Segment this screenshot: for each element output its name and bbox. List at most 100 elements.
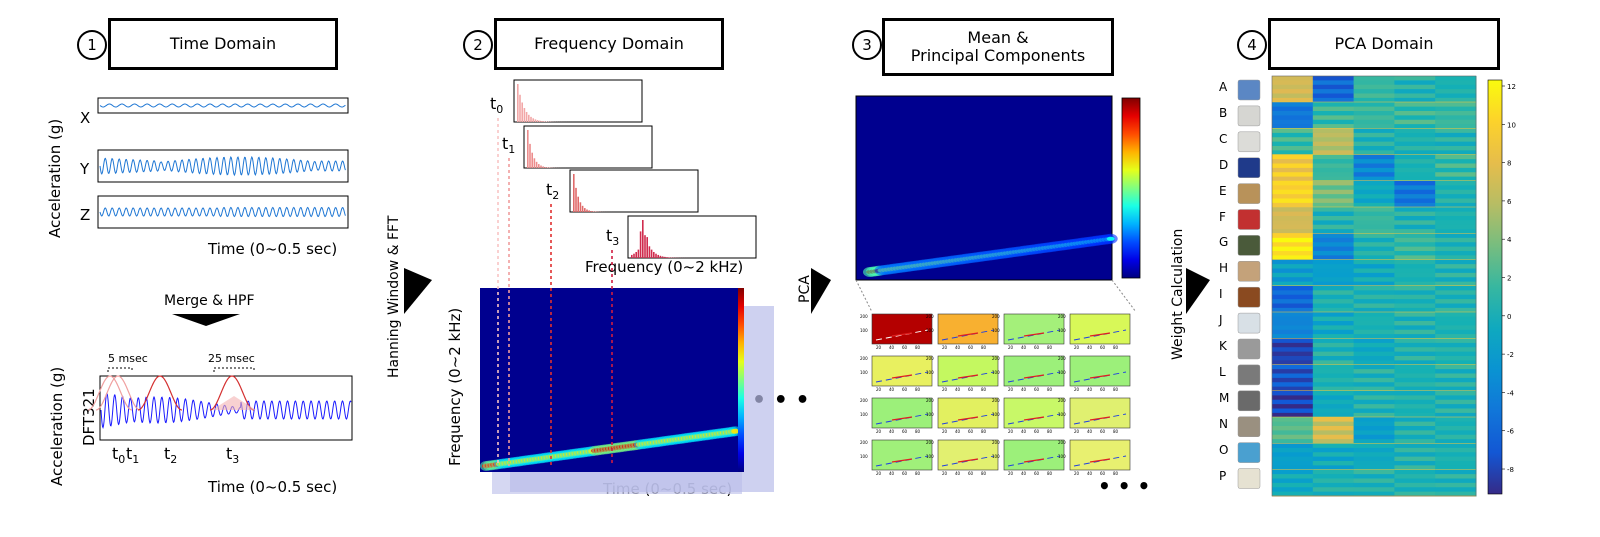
svg-text:20: 20 — [1074, 387, 1080, 392]
time-xlabel: Time (0~0.5 sec) — [208, 240, 338, 258]
svg-text:100: 100 — [860, 328, 868, 333]
fft-bars-1 — [527, 130, 602, 168]
fft-bars-3 — [631, 220, 706, 258]
fft-bars-2 — [573, 174, 648, 212]
svg-text:100: 100 — [926, 412, 934, 417]
svg-text:100: 100 — [1058, 412, 1066, 417]
svg-text:200: 200 — [860, 356, 868, 361]
svg-text:200: 200 — [860, 440, 868, 445]
pca-colorbar-ticklabel-5: 2 — [1507, 275, 1511, 283]
svg-text:40: 40 — [1021, 471, 1027, 476]
components-title: Mean & Principal Components — [882, 18, 1114, 76]
svg-text:20: 20 — [942, 345, 948, 350]
hanning-window-0 — [87, 375, 133, 411]
annot-25msec: 25 msec — [208, 352, 255, 365]
pca-colorbar-ticklabel-10: -8 — [1507, 466, 1514, 474]
pca-colorbar-ticklabel-9: -6 — [1507, 428, 1515, 436]
step-number-4: 4 — [1237, 30, 1267, 60]
axis-label-y: Y — [80, 160, 90, 178]
pca-colorbar — [1487, 79, 1503, 495]
svg-text:60: 60 — [902, 387, 908, 392]
pca-row-label-B: B — [1219, 105, 1228, 120]
svg-text:40: 40 — [1087, 387, 1093, 392]
svg-text:40: 40 — [1021, 429, 1027, 434]
svg-text:40: 40 — [955, 471, 961, 476]
axis-label-x: X — [80, 109, 91, 127]
material-swatch-K — [1237, 338, 1261, 360]
step-number-2: 2 — [463, 30, 493, 60]
svg-text:80: 80 — [1047, 429, 1053, 434]
svg-text:200: 200 — [926, 398, 934, 403]
material-swatch-E — [1237, 183, 1261, 204]
material-swatch-P — [1237, 468, 1261, 489]
svg-text:40: 40 — [955, 429, 961, 434]
pca-row-label-A: A — [1219, 80, 1228, 94]
svg-text:60: 60 — [902, 345, 908, 350]
components-title-line1: Mean & — [967, 27, 1029, 47]
pca-row-label-F: F — [1219, 209, 1226, 224]
pca-row-label-C: C — [1219, 131, 1228, 146]
svg-text:100: 100 — [926, 454, 934, 459]
hanning-window-2 — [137, 375, 183, 411]
pca-domain-title: PCA Domain — [1268, 18, 1500, 70]
pca-row-label-H: H — [1219, 261, 1229, 276]
label-t0: t0 — [112, 444, 126, 467]
pca-row-label-E: E — [1219, 183, 1227, 198]
svg-text:100: 100 — [992, 328, 1000, 333]
fft-frame-0 — [513, 79, 643, 123]
svg-text:100: 100 — [1058, 454, 1066, 459]
svg-text:60: 60 — [1034, 471, 1040, 476]
pca-row-label-N: N — [1219, 416, 1228, 431]
svg-text:200: 200 — [1058, 356, 1066, 361]
svg-text:60: 60 — [968, 429, 974, 434]
svg-text:200: 200 — [860, 398, 868, 403]
svg-text:20: 20 — [1074, 471, 1080, 476]
svg-text:20: 20 — [876, 471, 882, 476]
svg-text:20: 20 — [942, 471, 948, 476]
svg-text:40: 40 — [889, 471, 895, 476]
svg-text:60: 60 — [1100, 345, 1106, 350]
material-swatch-D — [1237, 157, 1261, 178]
mean-colorbar — [1121, 97, 1141, 279]
pca-row-label-K: K — [1219, 339, 1227, 353]
pca-colorbar-ticklabel-1: 10 — [1507, 121, 1516, 129]
material-swatch-B — [1237, 105, 1261, 127]
svg-text:20: 20 — [876, 387, 882, 392]
svg-text:200: 200 — [926, 356, 934, 361]
svg-text:200: 200 — [926, 314, 934, 319]
svg-text:20: 20 — [876, 429, 882, 434]
plot-x-frame — [97, 97, 349, 114]
svg-text:80: 80 — [1113, 429, 1119, 434]
svg-text:80: 80 — [1047, 471, 1053, 476]
material-swatch-O — [1237, 442, 1261, 463]
pca-colorbar-ticklabel-2: 8 — [1507, 160, 1511, 168]
fft-label-t2: t2 — [546, 180, 560, 203]
svg-text:40: 40 — [1087, 471, 1093, 476]
svg-text:60: 60 — [902, 471, 908, 476]
pca-row-label-M: M — [1219, 390, 1230, 405]
svg-text:20: 20 — [942, 429, 948, 434]
fft-frame-2 — [569, 169, 699, 213]
svg-text:200: 200 — [992, 398, 1000, 403]
svg-text:20: 20 — [1008, 429, 1014, 434]
svg-text:100: 100 — [992, 412, 1000, 417]
step-arrow-1 — [811, 268, 831, 314]
svg-text:80: 80 — [981, 387, 987, 392]
plot-x-signal — [99, 103, 346, 108]
pca-row-label-I: I — [1219, 287, 1223, 302]
svg-text:100: 100 — [860, 454, 868, 459]
svg-text:20: 20 — [1008, 471, 1014, 476]
svg-text:100: 100 — [992, 454, 1000, 459]
svg-text:200: 200 — [1058, 314, 1066, 319]
hanning-window-1 — [95, 375, 141, 411]
pca-heatmap-frame — [1271, 75, 1477, 497]
svg-text:40: 40 — [955, 345, 961, 350]
annot-5msec: 5 msec — [108, 352, 148, 365]
svg-text:60: 60 — [1100, 387, 1106, 392]
svg-text:200: 200 — [992, 314, 1000, 319]
bracket-25msec — [213, 367, 255, 372]
svg-text:80: 80 — [1113, 471, 1119, 476]
svg-text:60: 60 — [1100, 471, 1106, 476]
svg-text:100: 100 — [926, 370, 934, 375]
